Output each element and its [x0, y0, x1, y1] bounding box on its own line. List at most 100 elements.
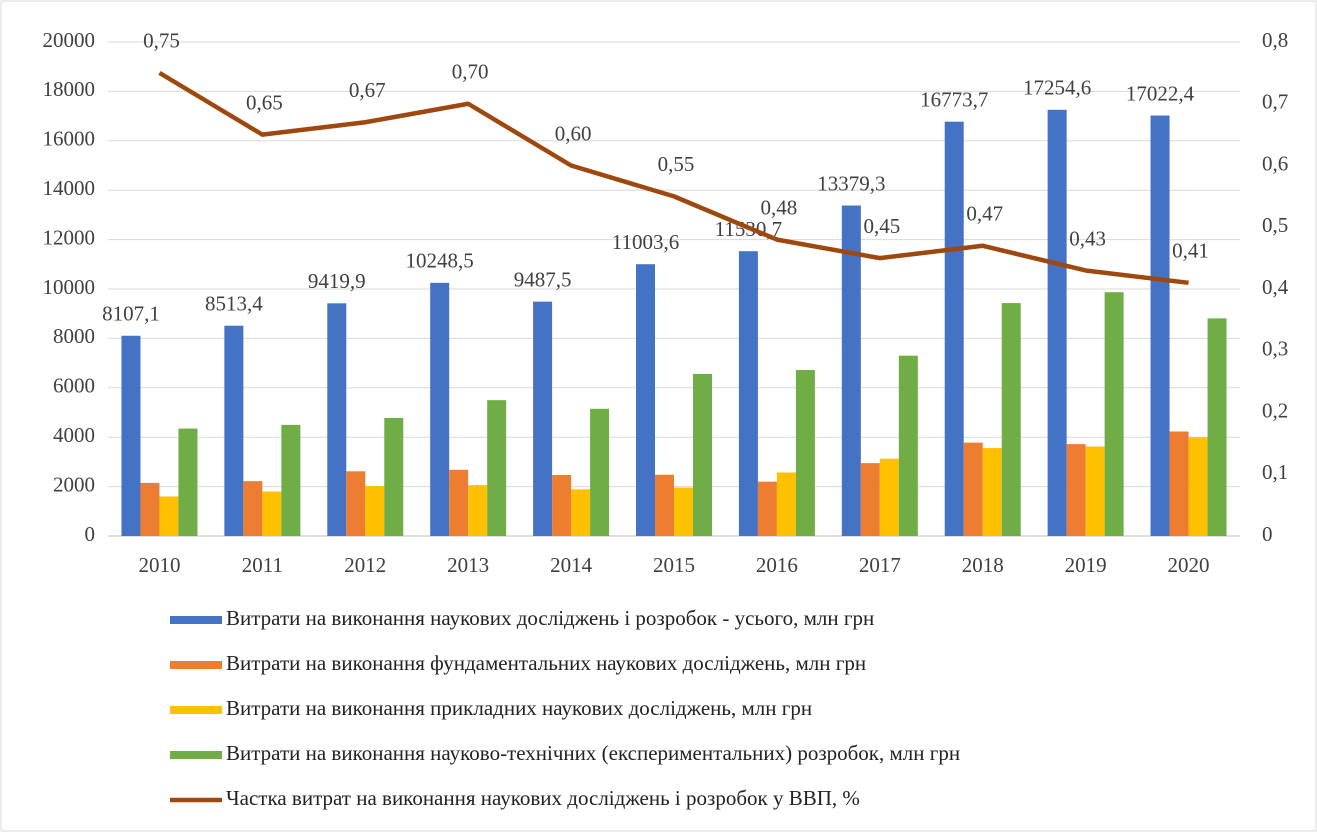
x-tick-label: 2017 — [859, 553, 901, 577]
bar — [327, 303, 347, 536]
x-tick-label: 2018 — [962, 553, 1004, 577]
line-label: 0,60 — [555, 121, 592, 145]
x-tick-label: 2020 — [1168, 553, 1210, 577]
x-tick-label: 2014 — [550, 553, 593, 577]
x-tick-label: 2013 — [447, 553, 489, 577]
bar — [860, 463, 880, 536]
bar — [449, 469, 469, 536]
x-tick-label: 2010 — [138, 553, 180, 577]
bar — [1047, 109, 1067, 537]
line-label: 0,67 — [349, 78, 386, 102]
bar — [738, 251, 758, 536]
bar — [1066, 444, 1086, 536]
line-label: 0,47 — [966, 202, 1003, 226]
y-tick-label: 0 — [85, 522, 96, 546]
bar — [159, 496, 179, 536]
data-label: 17254,6 — [1023, 76, 1091, 100]
bar — [571, 489, 591, 536]
bar — [262, 491, 282, 536]
x-tick-label: 2015 — [653, 553, 695, 577]
bar — [224, 325, 244, 536]
bar — [533, 301, 553, 536]
line-label: 0,48 — [761, 195, 798, 219]
bar — [982, 448, 1002, 536]
bar — [365, 486, 385, 536]
legend-label: Витрати на виконання науково-технічних (… — [226, 741, 960, 765]
legend-swatch — [170, 706, 222, 714]
bar — [1104, 292, 1124, 536]
bar — [944, 121, 964, 537]
bar — [346, 471, 366, 536]
bar — [693, 373, 712, 536]
y2-tick-label: 0,1 — [1262, 460, 1288, 484]
data-label: 9487,5 — [514, 267, 572, 291]
x-tick-label: 2019 — [1065, 553, 1107, 577]
bar — [776, 472, 796, 536]
legend-swatch — [170, 616, 222, 624]
bar — [384, 417, 404, 536]
bar — [1085, 446, 1105, 536]
bar — [281, 424, 301, 536]
bar — [795, 370, 815, 536]
data-label: 8107,1 — [102, 302, 160, 326]
bar — [879, 458, 899, 536]
data-label: 9419,9 — [308, 269, 366, 293]
bar — [243, 481, 263, 536]
data-label: 11003,6 — [612, 230, 679, 254]
bar — [1207, 318, 1227, 536]
x-tick-label: 2011 — [242, 553, 283, 577]
data-label: 10248,5 — [406, 249, 474, 273]
line — [158, 70, 1189, 286]
y-tick-label: 4000 — [53, 423, 95, 447]
bar — [655, 474, 674, 536]
x-tick-label: 2012 — [344, 553, 386, 577]
data-label: 17022,4 — [1126, 81, 1195, 105]
y2-tick-label: 0,7 — [1262, 90, 1288, 114]
y-tick-label: 14000 — [43, 176, 96, 200]
bar — [121, 335, 141, 536]
legend-label: Витрати на виконання фундаментальних нау… — [226, 651, 866, 675]
y-tick-label: 20000 — [43, 28, 96, 52]
line-label: 0,65 — [246, 90, 283, 114]
bar — [178, 428, 198, 536]
x-tick-label: 2016 — [756, 553, 798, 577]
y-tick-label: 18000 — [43, 77, 96, 101]
bar — [636, 264, 655, 536]
legend-label: Витрати на виконання наукових досліджень… — [226, 606, 874, 630]
y-tick-label: 16000 — [43, 127, 96, 151]
line-label: 0,43 — [1069, 226, 1106, 250]
y2-tick-label: 0,3 — [1262, 337, 1288, 361]
bar — [487, 400, 507, 536]
bar — [1188, 437, 1208, 536]
bar — [140, 482, 160, 536]
legend-swatch — [170, 751, 222, 759]
bar — [468, 485, 488, 536]
y-tick-label: 2000 — [53, 472, 95, 496]
bar — [757, 481, 777, 536]
bar — [898, 355, 918, 536]
bar — [1001, 303, 1021, 536]
y2-tick-label: 0,4 — [1262, 275, 1289, 299]
legend-label: Частка витрат на виконання наукових досл… — [226, 786, 860, 810]
y2-tick-label: 0,8 — [1262, 28, 1288, 52]
y2-tick-label: 0,5 — [1262, 213, 1288, 237]
data-label: 8513,4 — [205, 292, 263, 316]
bar — [1169, 431, 1189, 536]
line-label: 0,55 — [658, 152, 695, 176]
line-label: 0,41 — [1172, 239, 1209, 263]
y2-tick-label: 0,2 — [1262, 398, 1288, 422]
bar — [552, 474, 572, 536]
bar — [430, 282, 450, 536]
bar — [1150, 115, 1170, 536]
line-label: 0,70 — [452, 60, 489, 84]
y-tick-label: 6000 — [53, 374, 95, 398]
bar — [841, 205, 861, 536]
y-tick-label: 10000 — [43, 275, 96, 299]
y2-tick-label: 0 — [1262, 522, 1273, 546]
y-tick-label: 12000 — [43, 225, 96, 249]
y-tick-label: 8000 — [53, 324, 95, 348]
bar — [963, 442, 983, 536]
bar — [674, 487, 693, 536]
